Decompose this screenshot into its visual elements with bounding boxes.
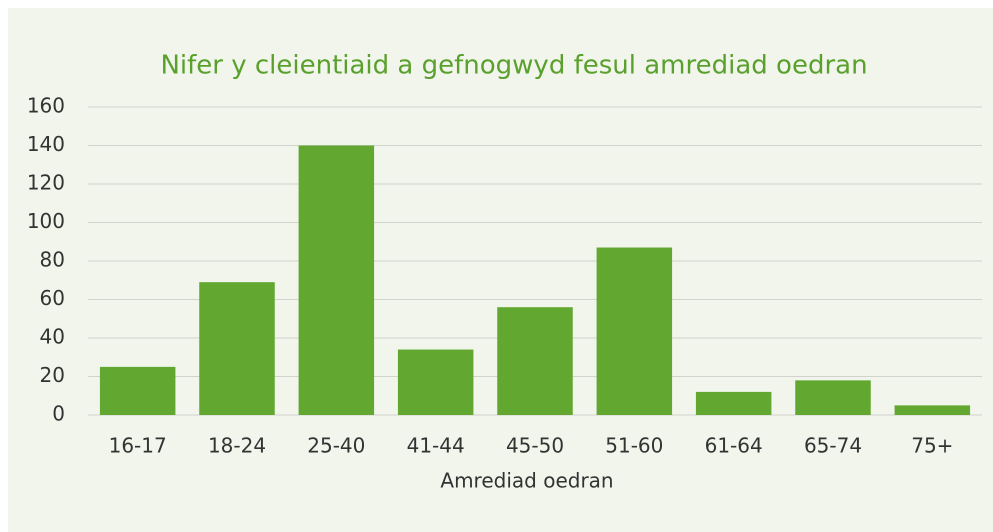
bar	[397, 349, 474, 415]
bar	[695, 391, 772, 415]
x-tick-label: 51-60	[605, 434, 663, 458]
bar	[99, 366, 176, 415]
chart-title: Nifer y cleientiaid a gefnogwyd fesul am…	[160, 51, 867, 81]
x-tick-label: 61-64	[705, 434, 763, 458]
y-tick-label: 40	[40, 325, 65, 349]
bar	[596, 247, 673, 415]
bar	[894, 405, 971, 415]
x-axis-label: Amrediad oedran	[440, 469, 613, 493]
x-tick-label: 18-24	[208, 434, 266, 458]
y-tick-label: 0	[52, 402, 65, 426]
chart-background	[8, 8, 993, 532]
x-tick-label: 45-50	[506, 434, 564, 458]
y-tick-label: 60	[40, 286, 65, 310]
bar	[497, 307, 573, 415]
x-tick-label: 16-17	[109, 434, 167, 458]
y-tick-label: 120	[27, 171, 65, 195]
y-tick-label: 140	[27, 132, 65, 156]
bar	[199, 282, 275, 415]
x-tick-label: 25-40	[307, 434, 365, 458]
bar	[298, 145, 375, 415]
x-tick-label: 41-44	[407, 434, 465, 458]
bar	[795, 380, 871, 415]
y-tick-label: 80	[40, 248, 65, 272]
y-tick-label: 160	[27, 94, 65, 118]
y-tick-label: 20	[40, 363, 65, 387]
y-tick-label: 100	[27, 209, 65, 233]
x-tick-label: 75+	[911, 434, 953, 458]
x-tick-label: 65-74	[804, 434, 862, 458]
